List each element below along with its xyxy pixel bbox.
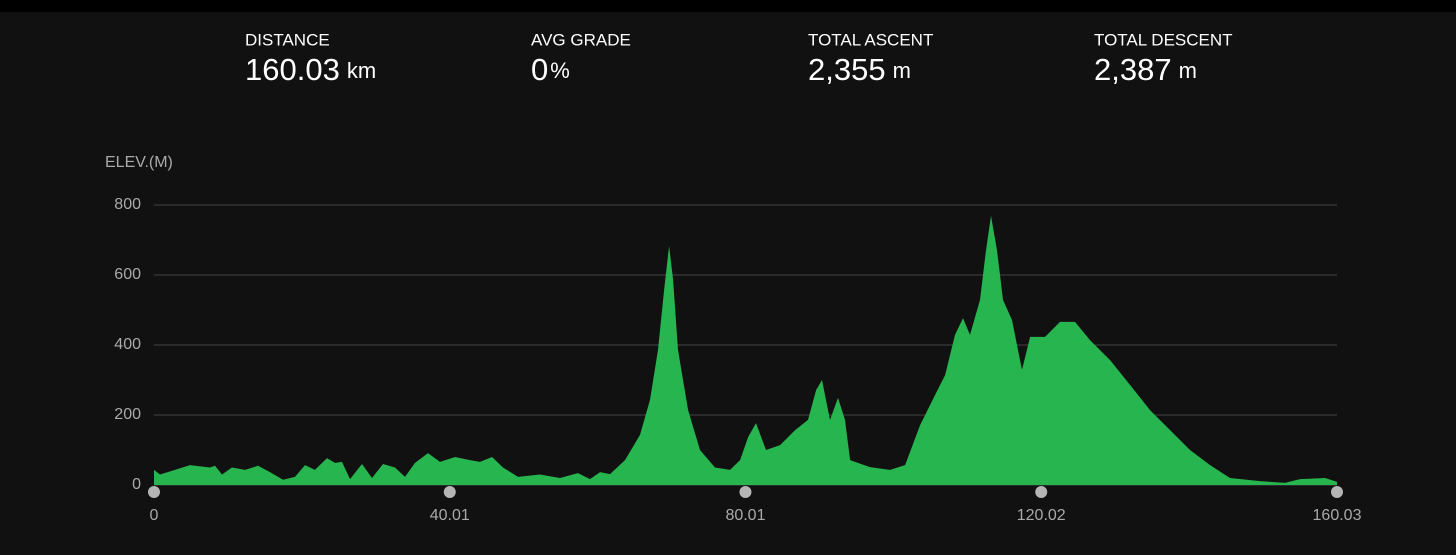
- x-tick-dot: [443, 486, 456, 498]
- x-tick-dot: [1035, 486, 1048, 498]
- y-tick-label: 400: [114, 336, 141, 353]
- stat-value: 160.03 km: [245, 52, 376, 87]
- stat-unit: m: [1179, 58, 1197, 83]
- stat-value: 0%: [531, 52, 570, 87]
- x-tick-label: 80.01: [725, 507, 765, 524]
- stat-unit: %: [550, 58, 570, 83]
- stat-label: TOTAL DESCENT: [1094, 30, 1233, 49]
- stat-label: TOTAL ASCENT: [808, 30, 933, 49]
- stat-number: 0: [531, 52, 548, 87]
- top-bar: [0, 0, 1456, 12]
- stat-value: 2,387 m: [1094, 52, 1197, 87]
- stat-number: 2,355: [808, 52, 886, 87]
- y-tick-label: 600: [114, 266, 141, 283]
- stat-label: AVG GRADE: [531, 30, 631, 49]
- x-tick-label: 40.01: [430, 507, 470, 524]
- x-tick-dot: [739, 486, 752, 498]
- stat-label: DISTANCE: [245, 30, 330, 49]
- x-tick-dot: [148, 486, 160, 498]
- x-tick-label: 120.02: [1017, 507, 1066, 524]
- x-tick-label: 0: [150, 507, 159, 524]
- y-tick-label: 200: [114, 406, 141, 423]
- elevation-area: [154, 215, 1337, 486]
- stat-unit: m: [893, 58, 911, 83]
- y-tick-label: 0: [132, 476, 141, 493]
- stat-number: 160.03: [245, 52, 340, 87]
- x-tick-label: 160.03: [1313, 507, 1362, 524]
- y-axis-label: ELEV.(M): [105, 154, 173, 171]
- y-tick-label: 800: [114, 196, 141, 213]
- x-tick-dot: [1331, 486, 1343, 498]
- stat-number: 2,387: [1094, 52, 1172, 87]
- stat-unit: km: [347, 58, 376, 83]
- stat-value: 2,355 m: [808, 52, 911, 87]
